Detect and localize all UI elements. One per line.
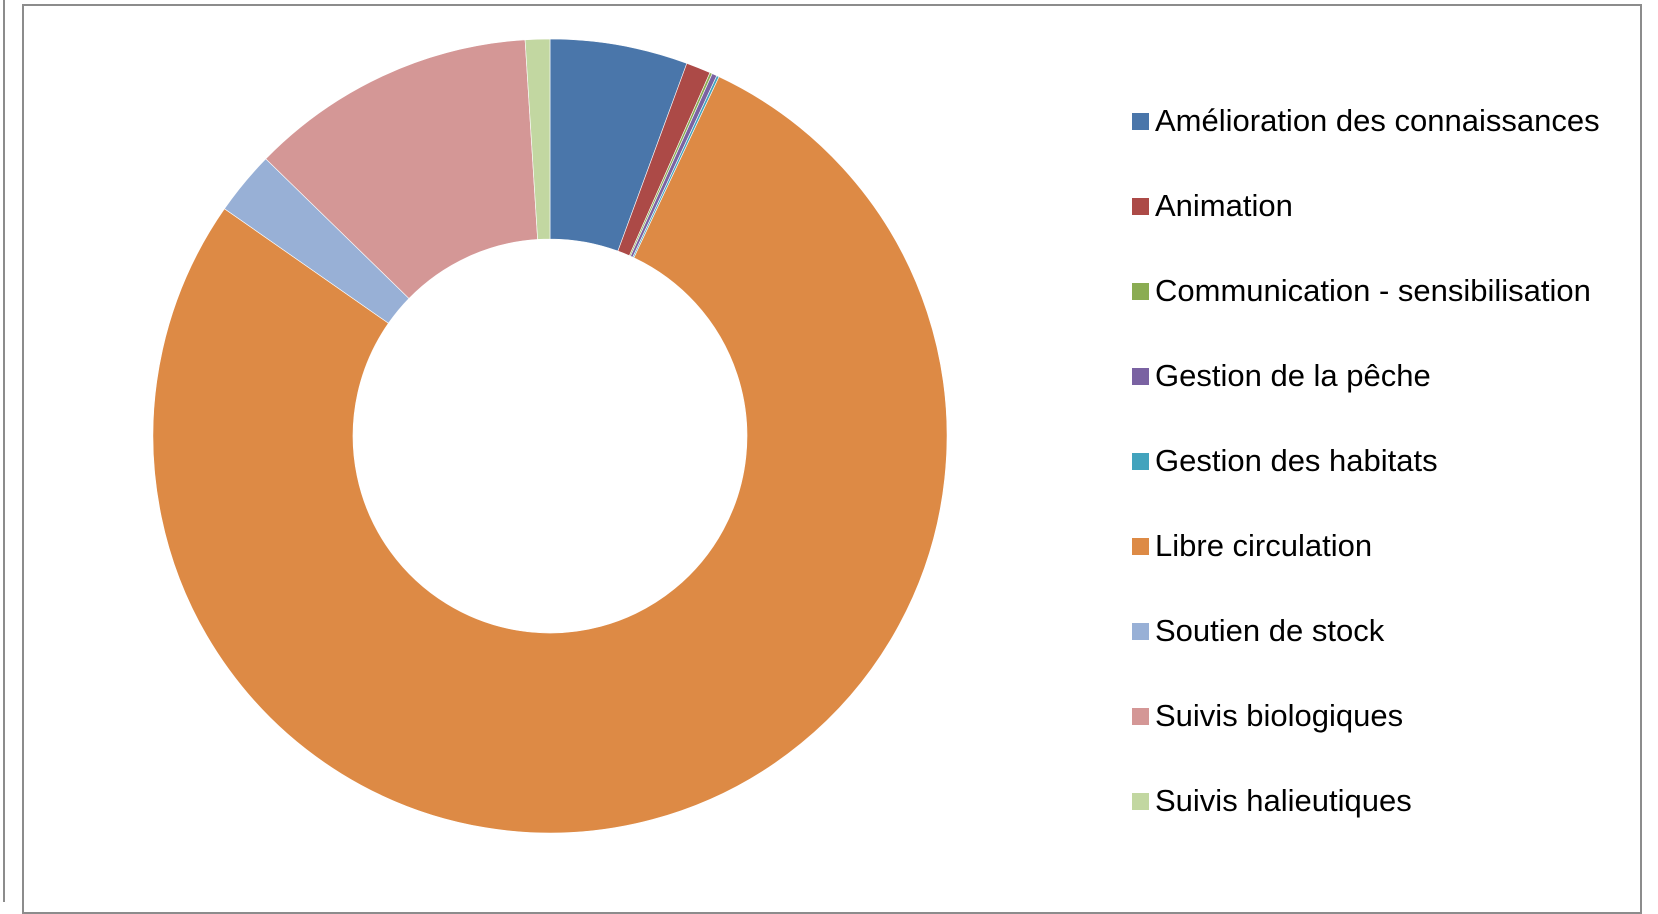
legend-item: Amélioration des connaissances [1132, 101, 1600, 186]
legend-swatch [1132, 538, 1149, 555]
legend-label: Libre circulation [1155, 528, 1373, 563]
legend-swatch [1132, 113, 1149, 130]
legend-swatch [1132, 623, 1149, 640]
legend-item: Suivis halieutiques [1132, 781, 1600, 866]
donut-slice-suivis-halieutiques [524, 38, 551, 240]
legend-item: Gestion de la pêche [1132, 356, 1600, 441]
donut-slice-libre-circulation [152, 76, 948, 834]
legend-item: Soutien de stock [1132, 611, 1600, 696]
legend-item: Animation [1132, 186, 1600, 271]
legend-label: Gestion des habitats [1155, 443, 1438, 478]
donut-slices [152, 38, 948, 834]
legend-item: Suivis biologiques [1132, 696, 1600, 781]
legend-item: Gestion des habitats [1132, 441, 1600, 526]
legend-label: Amélioration des connaissances [1155, 103, 1600, 138]
legend-label: Gestion de la pêche [1155, 358, 1431, 393]
legend-swatch [1132, 793, 1149, 810]
legend-swatch [1132, 368, 1149, 385]
legend-label: Suivis biologiques [1155, 698, 1404, 733]
chart-area: Amélioration des connaissances Animation C… [22, 4, 1642, 914]
legend-label: Animation [1155, 188, 1293, 223]
left-frame-line [3, 0, 5, 902]
legend-swatch [1132, 198, 1149, 215]
legend-item: Communication - sensibilisation [1132, 271, 1600, 356]
legend-label: Communication - sensibilisation [1155, 273, 1591, 308]
legend-swatch [1132, 453, 1149, 470]
legend-item: Libre circulation [1132, 526, 1600, 611]
legend-label: Suivis halieutiques [1155, 783, 1412, 818]
donut-slice-suivis-biologiques [265, 39, 538, 299]
chart-legend: Amélioration des connaissances Animation C… [1132, 101, 1600, 866]
donut-chart [152, 38, 948, 834]
legend-label: Soutien de stock [1155, 613, 1385, 648]
legend-swatch [1132, 283, 1149, 300]
legend-swatch [1132, 708, 1149, 725]
